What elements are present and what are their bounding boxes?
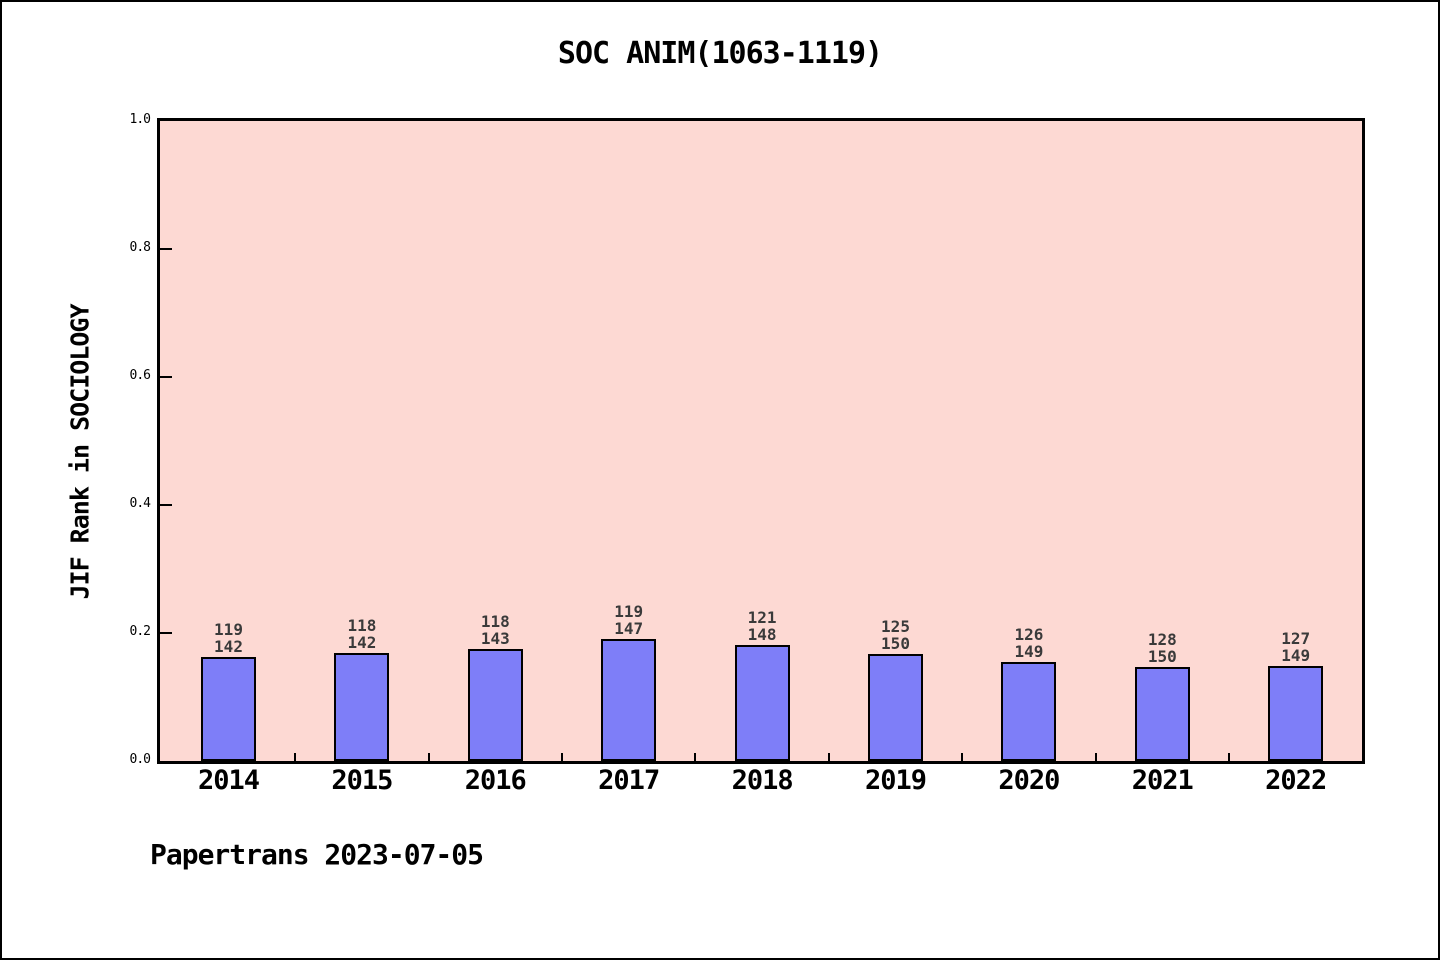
x-axis-tick-label: 2015 — [331, 765, 393, 796]
y-axis-tick-label: 0.6 — [129, 368, 151, 383]
y-axis-tick-label: 0.8 — [129, 240, 151, 255]
bar-value-label: 119 142 — [169, 621, 289, 655]
bar-value-line: 142 — [214, 637, 243, 656]
bar-2021 — [1134, 667, 1190, 761]
bar-value-line: 119 — [214, 620, 243, 639]
bar-2019 — [868, 654, 923, 761]
bar-value-label: 119 147 — [569, 603, 689, 637]
y-axis-tick-label: 0.2 — [129, 624, 151, 639]
bar-value-label: 127 149 — [1236, 630, 1356, 664]
bar-2014 — [201, 657, 256, 761]
y-axis-tick — [160, 632, 172, 634]
x-axis-minor-tick — [294, 753, 297, 761]
bar-value-label: 128 150 — [1102, 631, 1222, 665]
bar-2018 — [734, 645, 790, 761]
bar-value-line: 149 — [1014, 642, 1044, 661]
bar-value-line: 149 — [1281, 646, 1311, 665]
bar-value-label: 121 148 — [702, 609, 822, 643]
x-axis-minor-tick — [427, 753, 430, 761]
x-axis-minor-tick — [827, 753, 830, 761]
y-axis-tick — [160, 248, 172, 250]
x-axis-tick-label: 2018 — [731, 765, 794, 796]
y-axis-tick — [160, 376, 172, 378]
x-axis-tick-label: 2020 — [998, 765, 1060, 796]
x-axis-tick-label: 2014 — [197, 765, 260, 796]
bar-2020 — [1001, 662, 1057, 761]
bar-value-label: 125 150 — [836, 618, 956, 652]
bar-2022 — [1268, 666, 1324, 761]
bar-value-label: 118 142 — [302, 617, 422, 651]
bar-value-line: 150 — [1147, 647, 1177, 666]
y-axis-tick-label: 0.4 — [129, 496, 151, 511]
x-axis-tick-label: 2022 — [1265, 765, 1327, 796]
bar-2017 — [601, 639, 657, 761]
x-axis-minor-tick — [961, 753, 964, 761]
bar-value-label: 118 143 — [435, 613, 555, 647]
x-axis-minor-tick — [1228, 753, 1230, 761]
bar-value-line: 118 — [347, 616, 377, 635]
bar-value-line: 143 — [480, 629, 510, 648]
plot-area: 119 142 118 142 118 143 119 147 121 148 125 150 126 1… — [157, 118, 1365, 764]
x-axis-tick-label: 2016 — [464, 765, 527, 796]
bar-value-line: 127 — [1281, 629, 1311, 648]
x-axis-tick-label: 2021 — [1131, 765, 1194, 796]
x-axis-tick-label: 2017 — [598, 765, 660, 796]
chart-title: SOC ANIM(1063-1119) — [557, 36, 883, 71]
bar-value-line: 121 — [747, 608, 777, 627]
bar-value-line: 147 — [614, 619, 644, 638]
bar-value-line: 142 — [347, 633, 377, 652]
y-axis-tick-label: 1.0 — [129, 112, 151, 127]
bar-value-line: 126 — [1014, 625, 1044, 644]
bar-value-line: 119 — [614, 602, 644, 621]
bar-value-line: 128 — [1147, 630, 1177, 649]
bar-value-line: 125 — [881, 617, 910, 636]
bar-value-line: 150 — [881, 634, 910, 653]
x-axis-minor-tick — [1094, 753, 1097, 761]
y-axis-title: JIF Rank in SOCIOLOGY — [65, 304, 95, 600]
bar-value-line: 118 — [480, 612, 510, 631]
x-axis-minor-tick — [694, 753, 697, 761]
x-axis-tick-label: 2019 — [864, 765, 927, 796]
bar-2016 — [467, 649, 523, 761]
y-axis-tick-label: 0.0 — [129, 752, 151, 767]
x-axis-minor-tick — [561, 753, 563, 761]
bar-value-label: 126 149 — [969, 626, 1089, 660]
bar-value-line: 148 — [747, 625, 777, 644]
bar-2015 — [334, 653, 390, 761]
watermark-text: Papertrans 2023-07-05 — [150, 838, 484, 871]
y-axis-tick — [160, 504, 172, 506]
